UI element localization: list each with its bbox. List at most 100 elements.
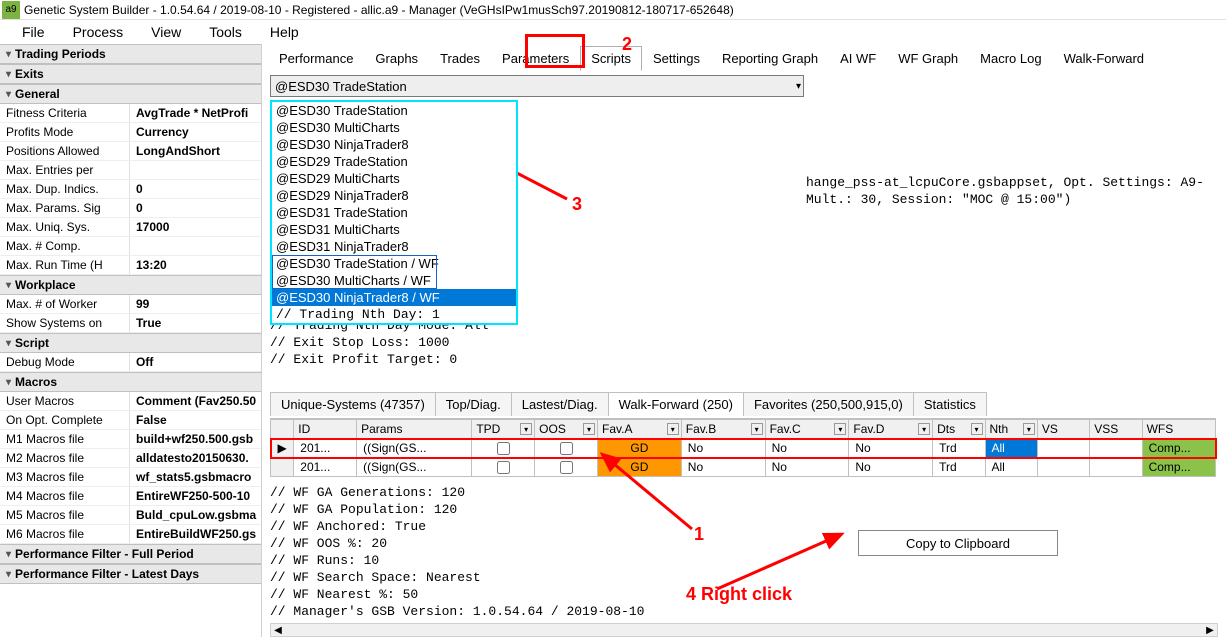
sidebar-group-header[interactable]: ▾Performance Filter - Full Period: [0, 544, 261, 564]
cell-vss[interactable]: [1090, 458, 1142, 477]
tab-walk-forward[interactable]: Walk-Forward: [1053, 46, 1155, 71]
sidebar-row[interactable]: Max. Uniq. Sys.17000: [0, 218, 261, 237]
sidebar-row[interactable]: M3 Macros filewf_stats5.gsbmacro: [0, 468, 261, 487]
dropdown-item[interactable]: @ESD31 MultiCharts: [272, 221, 516, 238]
result-tab[interactable]: Unique-Systems (47357): [270, 392, 436, 416]
cell-tpd[interactable]: [472, 458, 535, 477]
cell-vs[interactable]: [1037, 439, 1089, 458]
menu-tools[interactable]: Tools: [195, 22, 256, 42]
column-header[interactable]: OOS▾: [535, 420, 598, 439]
menu-help[interactable]: Help: [256, 22, 313, 42]
menu-process[interactable]: Process: [59, 22, 138, 42]
dropdown-item[interactable]: @ESD31 NinjaTrader8: [272, 238, 516, 255]
tab-settings[interactable]: Settings: [642, 46, 711, 71]
column-filter-icon[interactable]: ▾: [520, 423, 532, 435]
sidebar-row[interactable]: Fitness CriteriaAvgTrade * NetProfi: [0, 104, 261, 123]
column-header[interactable]: VSS: [1090, 420, 1142, 439]
column-header[interactable]: Params: [357, 420, 472, 439]
result-tab[interactable]: Top/Diag.: [435, 392, 512, 416]
column-header[interactable]: TPD▾: [472, 420, 535, 439]
cell-tpd[interactable]: [472, 439, 535, 458]
dropdown-item[interactable]: @ESD30 NinjaTrader8: [272, 136, 516, 153]
column-filter-icon[interactable]: ▾: [971, 423, 983, 435]
column-header[interactable]: [271, 420, 294, 439]
cell-wfs[interactable]: Comp...: [1142, 458, 1215, 477]
result-tab[interactable]: Lastest/Diag.: [511, 392, 609, 416]
copy-to-clipboard-button[interactable]: Copy to Clipboard: [858, 530, 1058, 556]
result-tab[interactable]: Walk-Forward (250): [608, 392, 744, 416]
sidebar-row[interactable]: Max. Dup. Indics.0: [0, 180, 261, 199]
dropdown-item[interactable]: @ESD29 TradeStation: [272, 153, 516, 170]
sidebar-row[interactable]: Max. # Comp.: [0, 237, 261, 256]
cell-fava[interactable]: GD: [598, 439, 682, 458]
sidebar-group-header[interactable]: ▾Script: [0, 333, 261, 353]
cell-fava[interactable]: GD: [598, 458, 682, 477]
column-header[interactable]: Dts▾: [933, 420, 985, 439]
checkbox[interactable]: [560, 442, 573, 455]
dropdown-item[interactable]: @ESD30 TradeStation: [272, 102, 516, 119]
sidebar-group-header[interactable]: ▾General: [0, 84, 261, 104]
table-row[interactable]: 201...((Sign(GS...GDNoNoNoTrdAllComp...: [271, 458, 1216, 477]
sidebar-row[interactable]: M6 Macros fileEntireBuildWF250.gs: [0, 525, 261, 544]
sidebar-group-header[interactable]: ▾Macros: [0, 372, 261, 392]
cell-dts[interactable]: Trd: [933, 439, 985, 458]
checkbox[interactable]: [560, 461, 573, 474]
column-filter-icon[interactable]: ▾: [1023, 423, 1035, 435]
script-dropdown[interactable]: @ESD30 TradeStation@ESD30 MultiCharts@ES…: [270, 100, 518, 325]
sidebar-row[interactable]: Max. Run Time (H13:20: [0, 256, 261, 275]
checkbox[interactable]: [497, 442, 510, 455]
tab-reporting-graph[interactable]: Reporting Graph: [711, 46, 829, 71]
sidebar-group-header[interactable]: ▾Trading Periods: [0, 44, 261, 64]
tab-scripts[interactable]: Scripts: [580, 46, 642, 71]
sidebar-row[interactable]: M1 Macros filebuild+wf250.500.gsb: [0, 430, 261, 449]
cell-dts[interactable]: Trd: [933, 458, 985, 477]
cell-nth[interactable]: All: [985, 458, 1037, 477]
dropdown-item[interactable]: @ESD30 MultiCharts: [272, 119, 516, 136]
table-row[interactable]: ▶201...((Sign(GS...GDNoNoNoTrdAllComp...: [271, 439, 1216, 458]
script-selector-combo[interactable]: @ESD30 TradeStation ▾: [270, 75, 804, 97]
sidebar-row[interactable]: M2 Macros filealldatesto20150630.: [0, 449, 261, 468]
column-filter-icon[interactable]: ▾: [583, 423, 595, 435]
cell-favd[interactable]: No: [849, 458, 933, 477]
column-header[interactable]: Fav.A▾: [598, 420, 682, 439]
sidebar-row[interactable]: Positions AllowedLongAndShort: [0, 142, 261, 161]
row-pointer[interactable]: ▶: [271, 439, 294, 458]
cell-vss[interactable]: [1090, 439, 1142, 458]
cell-wfs[interactable]: Comp...: [1142, 439, 1215, 458]
cell-vs[interactable]: [1037, 458, 1089, 477]
sidebar-row[interactable]: Debug ModeOff: [0, 353, 261, 372]
sidebar-row[interactable]: M5 Macros fileBuld_cpuLow.gsbma: [0, 506, 261, 525]
cell-oos[interactable]: [535, 439, 598, 458]
column-header[interactable]: Fav.D▾: [849, 420, 933, 439]
sidebar-row[interactable]: M4 Macros fileEntireWF250-500-10: [0, 487, 261, 506]
cell-favd[interactable]: No: [849, 439, 933, 458]
cell-favc[interactable]: No: [765, 458, 849, 477]
cell-favc[interactable]: No: [765, 439, 849, 458]
result-tab[interactable]: Favorites (250,500,915,0): [743, 392, 914, 416]
tab-macro-log[interactable]: Macro Log: [969, 46, 1052, 71]
tab-parameters[interactable]: Parameters: [491, 46, 580, 71]
tab-performance[interactable]: Performance: [268, 46, 364, 71]
column-filter-icon[interactable]: ▾: [667, 423, 679, 435]
column-header[interactable]: Fav.C▾: [765, 420, 849, 439]
sidebar-group-header[interactable]: ▾Exits: [0, 64, 261, 84]
dropdown-item[interactable]: @ESD29 MultiCharts: [272, 170, 516, 187]
cell-favb[interactable]: No: [681, 439, 765, 458]
row-pointer[interactable]: [271, 458, 294, 477]
column-header[interactable]: WFS: [1142, 420, 1215, 439]
checkbox[interactable]: [497, 461, 510, 474]
sidebar-row[interactable]: Show Systems onTrue: [0, 314, 261, 333]
column-header[interactable]: ID: [294, 420, 357, 439]
column-filter-icon[interactable]: ▾: [834, 423, 846, 435]
tab-wf-graph[interactable]: WF Graph: [887, 46, 969, 71]
tab-ai-wf[interactable]: AI WF: [829, 46, 887, 71]
sidebar-row[interactable]: On Opt. CompleteFalse: [0, 411, 261, 430]
tab-trades[interactable]: Trades: [429, 46, 491, 71]
dropdown-item[interactable]: @ESD29 NinjaTrader8: [272, 187, 516, 204]
cell-oos[interactable]: [535, 458, 598, 477]
cell-id[interactable]: 201...: [294, 439, 357, 458]
column-filter-icon[interactable]: ▾: [918, 423, 930, 435]
cell-favb[interactable]: No: [681, 458, 765, 477]
tab-graphs[interactable]: Graphs: [364, 46, 429, 71]
sidebar-row[interactable]: Max. # of Worker99: [0, 295, 261, 314]
